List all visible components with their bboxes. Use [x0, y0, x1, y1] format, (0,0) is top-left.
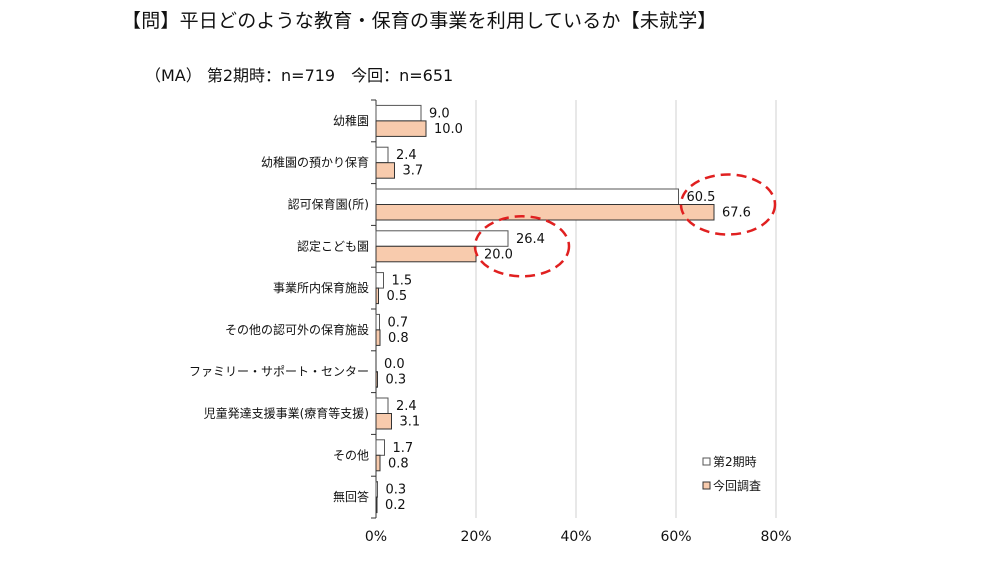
category-label: その他	[333, 448, 369, 462]
data-label: 2.4	[396, 399, 417, 414]
bar-series-1	[375, 313, 380, 331]
data-label: 0.3	[386, 483, 407, 498]
data-label: 3.7	[403, 164, 424, 179]
category-label: 認定こども園	[297, 238, 369, 253]
bar-series-1	[375, 188, 679, 205]
data-label: 0.0	[384, 357, 405, 372]
bar-series-2	[375, 329, 381, 346]
bar-series-2	[375, 287, 379, 305]
data-label: 0.5	[387, 289, 408, 304]
highlight-ellipse	[679, 173, 777, 236]
bar-series-2	[375, 245, 477, 263]
data-label: 26.4	[516, 232, 545, 247]
data-label: 9.0	[429, 106, 450, 121]
data-label: 1.5	[392, 274, 413, 289]
data-label: 20.0	[484, 247, 513, 262]
bar-series-1	[375, 104, 422, 122]
bar-series-1	[375, 397, 389, 414]
data-label: 67.6	[722, 206, 751, 221]
bar-series-2	[375, 413, 392, 430]
bar-series-2	[375, 371, 378, 388]
bar-series-2	[375, 120, 427, 137]
category-label: ファミリー・サポート・センター	[189, 365, 369, 379]
data-label: 10.0	[434, 122, 463, 137]
data-label: 3.1	[400, 415, 421, 430]
x-tick-label: 40%	[560, 529, 591, 545]
category-label: 認可保育園(所)	[288, 197, 369, 212]
category-label: 幼稚園	[333, 114, 369, 128]
legend-label: 今回調査	[713, 478, 761, 493]
bar-series-1	[375, 230, 509, 247]
x-tick-label: 0%	[365, 529, 387, 545]
highlight-ellipse	[473, 215, 571, 278]
bar-series-1	[375, 146, 389, 164]
bar-series-2	[375, 454, 381, 472]
bar-series-2	[375, 204, 715, 221]
bar-series-1	[375, 272, 384, 289]
bar-series-2	[375, 162, 395, 179]
data-label: 0.3	[386, 373, 407, 388]
data-label: 2.4	[396, 148, 417, 163]
category-label: 無回答	[333, 489, 369, 504]
data-label: 0.8	[388, 456, 409, 471]
data-label: 0.7	[388, 315, 409, 330]
data-label: 60.5	[687, 190, 716, 205]
legend-swatch	[702, 481, 711, 490]
category-label: 幼稚園の預かり保育	[261, 155, 369, 170]
bar-series-1	[375, 439, 385, 456]
data-label: 0.2	[385, 498, 406, 513]
legend-swatch	[702, 457, 711, 466]
category-label: 児童発達支援事業(療育等支援)	[204, 406, 369, 421]
legend-label: 第2期時	[713, 455, 757, 469]
x-tick-label: 80%	[760, 529, 791, 545]
x-tick-label: 20%	[460, 529, 491, 545]
chart-subtitle: （MA） 第2期時：n=719 今回：n=651	[145, 66, 454, 85]
chart-title: 【問】平日どのような教育・保育の事業を利用しているか【未就学】	[122, 10, 717, 32]
bar-series-1	[375, 481, 378, 498]
category-label: 事業所内保育施設	[273, 280, 369, 295]
category-label: その他の認可外の保育施設	[225, 322, 369, 337]
data-label: 0.8	[388, 331, 409, 346]
x-tick-label: 60%	[660, 529, 691, 545]
bar-series-2	[375, 496, 378, 514]
data-label: 1.7	[393, 441, 414, 456]
